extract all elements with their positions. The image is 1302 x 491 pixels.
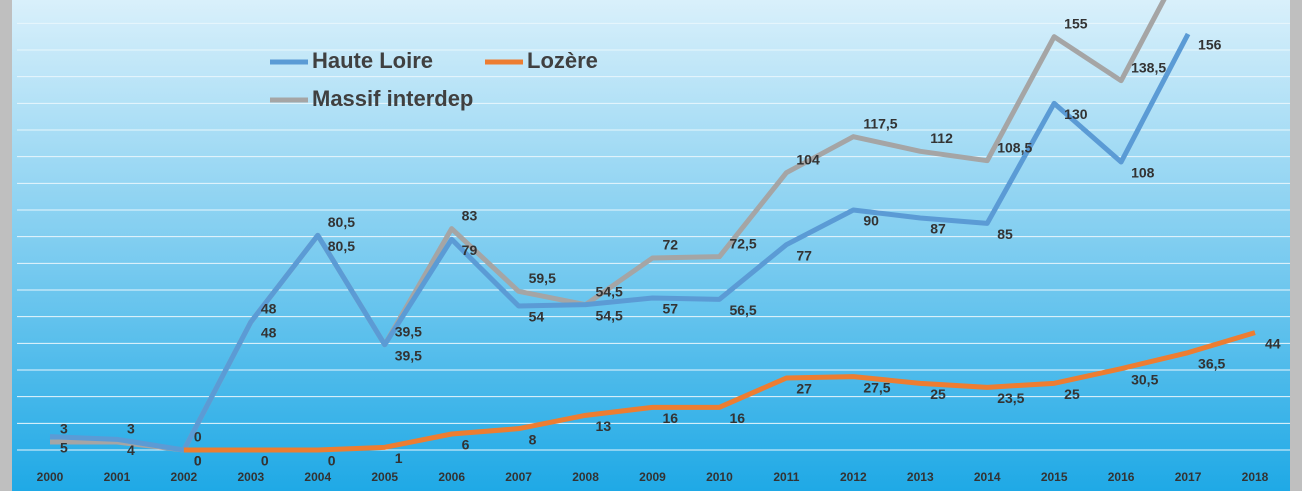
x-tick-label: 2003 [237, 470, 264, 484]
data-label: 130 [1064, 106, 1088, 122]
data-label: 104 [796, 151, 820, 167]
x-tick-label: 2017 [1175, 470, 1202, 484]
data-label: 0 [261, 453, 269, 469]
data-label: 16 [729, 410, 745, 426]
data-label: 156 [1198, 37, 1222, 53]
data-label: 36,5 [1198, 355, 1225, 371]
data-label: 5 [60, 439, 68, 455]
data-label: 23,5 [997, 390, 1024, 406]
x-tick-label: 2008 [572, 470, 599, 484]
x-tick-label: 2001 [104, 470, 131, 484]
data-label: 80,5 [328, 214, 355, 230]
x-tick-label: 2014 [974, 470, 1001, 484]
data-label: 0 [194, 429, 202, 445]
x-tick-label: 2005 [371, 470, 398, 484]
data-label: 83 [462, 207, 478, 223]
data-label: 13 [596, 418, 612, 434]
data-label: 79 [462, 242, 478, 258]
data-label: 72 [663, 237, 679, 253]
data-label: 77 [796, 247, 812, 263]
data-label: 56,5 [729, 302, 756, 318]
data-label: 54,5 [596, 307, 623, 323]
data-label: 48 [261, 325, 277, 341]
x-tick-label: 2012 [840, 470, 867, 484]
data-label: 27 [796, 381, 812, 397]
x-tick-label: 2004 [304, 470, 331, 484]
series-line [49, 32, 1191, 453]
data-label: 0 [194, 453, 202, 469]
x-tick-label: 2007 [505, 470, 532, 484]
x-tick-label: 2000 [37, 470, 64, 484]
x-tick-label: 2016 [1108, 470, 1135, 484]
data-label: 25 [1064, 386, 1080, 402]
data-label: 3 [60, 421, 68, 437]
data-label: 27,5 [863, 379, 890, 395]
data-label: 44 [1265, 335, 1281, 351]
x-tick-label: 2009 [639, 470, 666, 484]
series-line [183, 330, 1256, 453]
x-tick-label: 2006 [438, 470, 465, 484]
data-label: 57 [663, 301, 679, 317]
data-label: 4 [127, 442, 135, 458]
data-label: 1 [395, 450, 403, 466]
data-label: 54 [529, 309, 545, 325]
x-tick-label: 2011 [773, 470, 799, 484]
data-label: 90 [863, 213, 879, 229]
data-label: 87 [930, 221, 946, 237]
data-label: 3 [127, 421, 135, 437]
data-label: 72,5 [729, 235, 756, 251]
data-label: 85 [997, 226, 1013, 242]
data-label: 25 [930, 386, 946, 402]
data-label: 48 [261, 301, 277, 317]
data-label: 59,5 [529, 270, 556, 286]
data-label: 117,5 [863, 115, 897, 131]
legend-label: Lozère [527, 48, 598, 73]
x-tick-label: 2015 [1041, 470, 1068, 484]
data-label: 0 [194, 453, 202, 469]
x-tick-label: 2002 [171, 470, 198, 484]
data-label: 39,5 [395, 323, 422, 339]
legend-label: Massif interdep [312, 86, 473, 111]
data-label: 0 [328, 453, 336, 469]
x-tick-label: 2018 [1242, 470, 1269, 484]
x-tick-label: 2010 [706, 470, 733, 484]
data-label: 108 [1131, 165, 1155, 181]
data-label: 16 [663, 410, 679, 426]
data-label: 6 [462, 437, 470, 453]
data-label: 80,5 [328, 238, 355, 254]
data-label: 108,5 [997, 139, 1032, 155]
data-label: 8 [529, 431, 537, 447]
data-label: 112 [930, 130, 953, 146]
data-label: 54,5 [596, 283, 623, 299]
data-label: 155 [1064, 15, 1088, 31]
legend-label: Haute Loire [312, 48, 433, 73]
data-label: 39,5 [395, 347, 422, 363]
data-label: 30,5 [1131, 371, 1158, 387]
x-tick-label: 2013 [907, 470, 934, 484]
data-label: 138,5 [1131, 59, 1166, 75]
